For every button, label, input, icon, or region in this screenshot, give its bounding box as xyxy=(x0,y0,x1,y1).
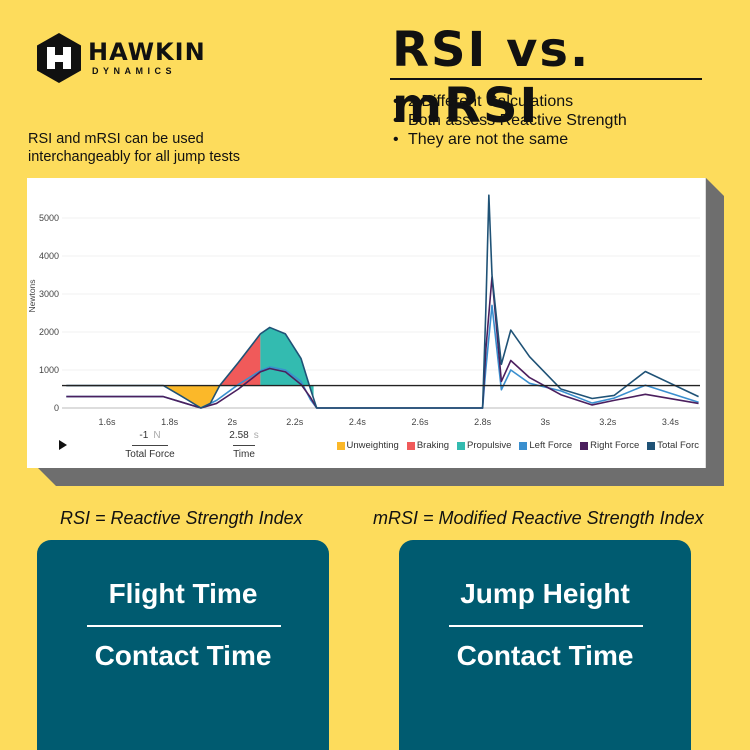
legend-total-force[interactable]: Total Forc xyxy=(647,440,699,451)
legend-braking[interactable]: Braking xyxy=(406,440,450,451)
mrsi-formula-card: Jump Height Contact Time xyxy=(399,540,691,750)
svg-text:0: 0 xyxy=(54,403,59,413)
svg-text:3.2s: 3.2s xyxy=(599,417,617,427)
svg-text:1.6s: 1.6s xyxy=(98,417,116,427)
fraction-bar xyxy=(87,625,281,627)
legend-label: Braking xyxy=(416,440,450,451)
bullet-item: They are not the same xyxy=(393,130,627,149)
fraction-bar xyxy=(449,625,643,627)
legend-label: Propulsive xyxy=(467,440,512,451)
legend-left-force[interactable]: Left Force xyxy=(519,440,572,451)
bullet-list: 2 Different Calculations Both assess Rea… xyxy=(393,92,627,149)
svg-text:1000: 1000 xyxy=(39,365,59,375)
readout-divider xyxy=(132,445,168,446)
rsi-numerator: Flight Time xyxy=(108,578,258,609)
svg-text:2.2s: 2.2s xyxy=(286,417,304,427)
svg-text:2.6s: 2.6s xyxy=(411,417,429,427)
svg-text:1.8s: 1.8s xyxy=(161,417,179,427)
svg-text:2.8s: 2.8s xyxy=(474,417,492,427)
total-force-value: -1 xyxy=(139,430,149,441)
rsi-formula-card: Flight Time Contact Time xyxy=(37,540,329,750)
svg-text:3000: 3000 xyxy=(39,289,59,299)
chart-legend: Unweighting Braking Propulsive Left Forc… xyxy=(336,440,699,451)
mrsi-denominator: Contact Time xyxy=(456,640,634,671)
legend-unweighting[interactable]: Unweighting xyxy=(336,440,399,451)
svg-text:Newtons: Newtons xyxy=(27,279,37,312)
chart-shadow xyxy=(706,178,724,486)
rsi-denominator: Contact Time xyxy=(94,640,272,671)
legend-label: Right Force xyxy=(590,440,640,451)
legend-label: Left Force xyxy=(529,440,573,451)
time-readout: 2.58 s Time xyxy=(222,430,266,460)
svg-text:2s: 2s xyxy=(227,417,237,427)
interchangeable-note: RSI and mRSI can be used interchangeably… xyxy=(28,130,240,166)
chart-plot[interactable]: 0 1000 2000 3000 4000 5000 Newtons 1.6s 1.8s 2s 2.… xyxy=(27,178,706,468)
note-line: interchangeably for all jump tests xyxy=(28,149,240,165)
time-value: 2.58 xyxy=(229,430,249,441)
legend-swatch xyxy=(336,441,345,450)
readout-divider xyxy=(233,445,255,446)
svg-text:3.4s: 3.4s xyxy=(662,417,680,427)
svg-text:4000: 4000 xyxy=(39,251,59,261)
legend-swatch xyxy=(580,441,589,450)
title-divider xyxy=(390,78,702,80)
legend-swatch xyxy=(406,441,415,450)
chart-shadow xyxy=(38,468,724,486)
time-unit: s xyxy=(253,430,259,441)
mrsi-definition: mRSI = Modified Reactive Strength Index xyxy=(373,508,704,528)
svg-text:3s: 3s xyxy=(540,417,550,427)
legend-swatch xyxy=(519,441,528,450)
svg-text:2.4s: 2.4s xyxy=(349,417,367,427)
time-label: Time xyxy=(233,449,255,460)
note-line: RSI and mRSI can be used xyxy=(28,131,204,147)
force-time-chart: 0 1000 2000 3000 4000 5000 Newtons 1.6s 1.8s 2s 2.… xyxy=(27,178,706,468)
legend-label: Unweighting xyxy=(346,440,399,451)
total-force-label: Total Force xyxy=(125,449,175,460)
svg-text:5000: 5000 xyxy=(39,213,59,223)
rsi-definition: RSI = Reactive Strength Index xyxy=(60,508,303,528)
total-force-unit: N xyxy=(153,430,161,441)
brand-name: HAWKIN xyxy=(88,38,206,66)
legend-swatch xyxy=(457,441,466,450)
svg-text:2000: 2000 xyxy=(39,327,59,337)
legend-label: Total Forc xyxy=(657,440,699,451)
bullet-item: 2 Different Calculations xyxy=(393,92,627,111)
hexagon-h-icon xyxy=(37,33,81,83)
legend-swatch xyxy=(647,441,656,450)
bullet-item: Both assess Reactive Strength xyxy=(393,111,627,130)
hawkin-logo: HAWKIN DYNAMICS xyxy=(36,32,205,84)
mrsi-numerator: Jump Height xyxy=(460,578,630,609)
play-icon[interactable] xyxy=(59,440,67,450)
legend-right-force[interactable]: Right Force xyxy=(580,440,639,451)
brand-subtitle: DYNAMICS xyxy=(92,66,177,76)
legend-propulsive[interactable]: Propulsive xyxy=(457,440,511,451)
total-force-readout: -1 N Total Force xyxy=(120,430,180,460)
